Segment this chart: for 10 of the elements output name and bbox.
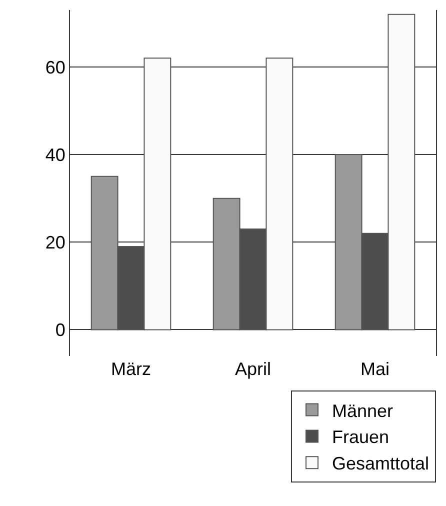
x-tick-label: April bbox=[234, 359, 272, 379]
y-tick-label: 40 bbox=[45, 144, 66, 165]
x-tick-label: Mai bbox=[360, 359, 390, 379]
legend-label: Frauen bbox=[332, 427, 390, 448]
y-tick-label: 60 bbox=[45, 57, 66, 78]
legend-label: Männer bbox=[332, 400, 394, 421]
x-tick-label: März bbox=[111, 359, 151, 379]
y-tick-label: 20 bbox=[45, 232, 66, 252]
legend-label: Gesamttotal bbox=[332, 454, 430, 474]
y-tick-label: 0 bbox=[55, 320, 66, 340]
